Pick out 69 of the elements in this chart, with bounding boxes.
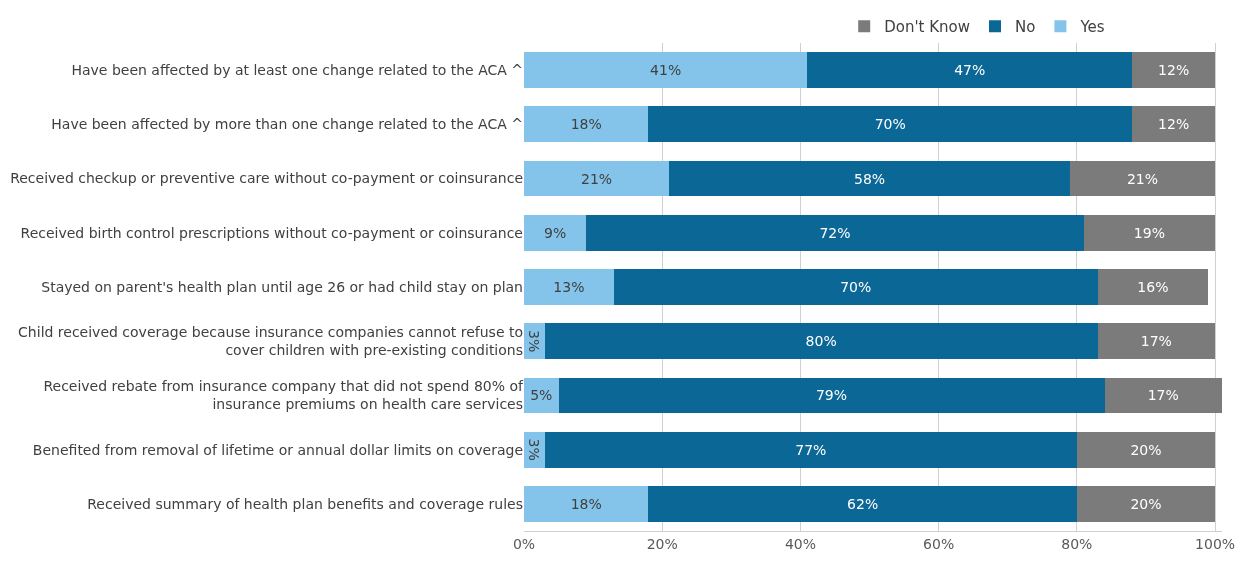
bar	[1097, 269, 1209, 305]
data-label: 13%	[553, 279, 585, 295]
data-label: 16%	[1137, 279, 1169, 295]
x-tick-label: 100%	[1195, 535, 1236, 552]
x-tick-label: 0%	[512, 535, 536, 552]
data-label: 70%	[840, 279, 872, 295]
data-label: 79%	[815, 387, 848, 404]
data-label: 20%	[1130, 441, 1162, 458]
data-label: 3%	[526, 330, 543, 353]
y-tick-label: Received rebate from insurance company that did not spend 80% of insurance premiums on health care services	[43, 378, 525, 413]
y-tick-label: Received birth control prescriptions without co-payment or coinsurance	[20, 224, 523, 241]
data-label: 41%	[650, 62, 682, 79]
data-label: 62%	[847, 495, 879, 512]
legend-label: No	[1015, 18, 1036, 37]
data-label: 12%	[1158, 116, 1190, 133]
bar	[544, 323, 1098, 360]
y-tick-label: Have been affected by at least one change related to the ACA ^	[71, 62, 523, 79]
bar	[1076, 431, 1216, 468]
x-tick-label: 20%	[646, 535, 678, 552]
bar	[613, 269, 1098, 305]
data-label: 21%	[581, 170, 613, 187]
bar	[524, 106, 649, 143]
bar	[1097, 323, 1216, 360]
data-label: 17%	[1140, 333, 1172, 350]
bar	[524, 269, 614, 305]
data-label: 3%	[526, 438, 543, 461]
x-tick-label: 60%	[923, 535, 955, 552]
data-label: 70%	[874, 116, 906, 133]
bar	[586, 214, 1084, 251]
bar	[1083, 214, 1216, 251]
bar	[544, 431, 1077, 468]
legend-label: Don't Know	[884, 18, 970, 37]
data-label: 12%	[1158, 62, 1190, 79]
data-label: 5%	[530, 387, 553, 404]
bar	[558, 377, 1105, 414]
data-label: 58%	[853, 170, 886, 187]
bar	[524, 52, 808, 88]
data-label: 21%	[1126, 170, 1159, 187]
y-tick-label: Received checkup or preventive care without co-payment or coinsurance	[10, 170, 523, 187]
data-label: 17%	[1147, 387, 1179, 404]
bar	[669, 160, 1070, 197]
y-tick-label: Stayed on parent's health plan until age 26 or had child stay on plan	[41, 278, 523, 295]
data-label: 19%	[1133, 224, 1165, 241]
data-label: 77%	[795, 441, 827, 458]
bar	[524, 214, 587, 251]
bar	[1104, 377, 1222, 414]
bar	[524, 486, 649, 522]
data-label: 18%	[570, 116, 602, 133]
y-tick-label: Child received coverage because insurance companies cannot refuse to cover children with pre-existing conditions	[18, 324, 523, 359]
data-label: 18%	[570, 495, 602, 512]
data-label: 47%	[954, 62, 986, 79]
data-label: 72%	[819, 224, 851, 241]
data-label: 9%	[543, 224, 567, 241]
y-tick-label: Have been affected by more than one change related to the ACA ^	[51, 116, 523, 133]
y-tick-label: Received summary of health plan benefits and coverage rules	[87, 495, 523, 512]
data-label: 20%	[1130, 495, 1162, 512]
x-tick-label: 40%	[784, 535, 816, 552]
bar	[648, 486, 1077, 522]
bar	[807, 52, 1133, 88]
bar	[648, 106, 1133, 143]
bar	[1076, 486, 1216, 522]
bar	[1132, 106, 1216, 143]
bar	[524, 160, 670, 197]
x-tick-label: 80%	[1061, 535, 1093, 552]
data-label: 80%	[805, 333, 837, 350]
legend-label: Yes	[1079, 18, 1105, 37]
bar	[1069, 160, 1216, 197]
bar	[1132, 52, 1216, 88]
y-tick-label: Benefited from removal of lifetime or annual dollar limits on coverage	[32, 441, 523, 458]
